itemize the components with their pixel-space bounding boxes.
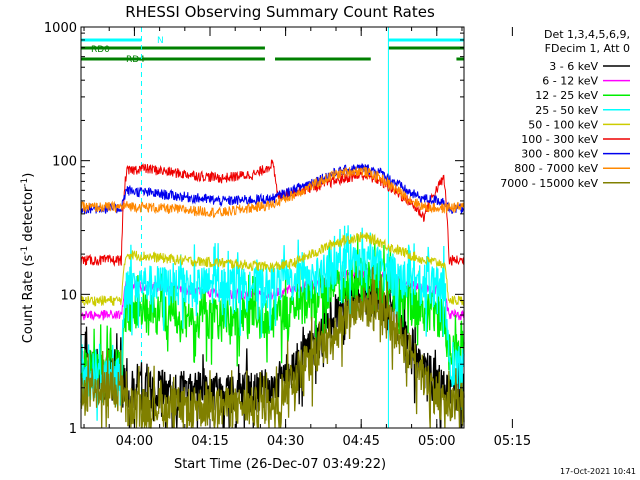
- legend-entry-label: 50 - 100 keV: [528, 118, 598, 131]
- chart-title: RHESSI Observing Summary Count Rates: [125, 3, 435, 21]
- x-tick-label: 04:00: [116, 434, 153, 449]
- legend-entry-label: 100 - 300 keV: [521, 133, 598, 146]
- y-axis-label: Count Rate (s-1 detector-1): [20, 173, 36, 344]
- y-tick-label: 1: [69, 422, 77, 437]
- x-tick-label: 04:30: [267, 434, 304, 449]
- series-line: [80, 235, 465, 403]
- series-line: [80, 231, 465, 307]
- y-tick-label: 100: [52, 155, 77, 170]
- y-tick-label: 1000: [44, 21, 77, 36]
- x-tick-label: 04:15: [191, 434, 228, 449]
- y-tick-label: 10: [60, 288, 77, 303]
- axes: 1 10 100 1000 04:00 04:15 04:30 04:45 05:00 05:15: [44, 21, 531, 449]
- plot-frame: [80, 26, 465, 429]
- x-axis-label: Start Time (26-Dec-07 03:49:22): [174, 457, 386, 472]
- legend-header: FDecim 1, Att 0: [545, 42, 630, 55]
- legend-header: Det 1,3,4,5,6,9,: [544, 28, 630, 41]
- legend-entry-label: 25 - 50 keV: [535, 104, 598, 117]
- series-line: [80, 225, 465, 421]
- data-series: [80, 159, 465, 429]
- series-line: [80, 266, 465, 429]
- timestamp: 17-Oct-2021 10:41: [560, 467, 636, 476]
- legend-entry-label: 6 - 12 keV: [542, 75, 598, 88]
- legend-entry-label: 7000 - 15000 keV: [500, 177, 598, 190]
- legend: Det 1,3,4,5,6,9,FDecim 1, Att 0 3 - 6 keV…: [500, 28, 630, 190]
- legend-entry-label: 300 - 800 keV: [521, 148, 598, 161]
- x-tick-label: 05:00: [418, 434, 455, 449]
- status-bar-label: N: [157, 36, 164, 46]
- series-line: [80, 166, 465, 219]
- legend-entry-label: 12 - 25 keV: [535, 89, 598, 102]
- status-bars: N RD0 RD4: [81, 36, 464, 65]
- status-bar-label: RD0: [91, 45, 110, 55]
- status-bar-label: RD4: [126, 55, 145, 65]
- x-tick-label: 04:45: [342, 434, 379, 449]
- legend-entry-label: 800 - 7000 keV: [514, 162, 598, 175]
- legend-entry-label: 3 - 6 keV: [549, 60, 598, 73]
- x-tick-label: 05:15: [494, 434, 531, 449]
- series-line: [80, 159, 465, 268]
